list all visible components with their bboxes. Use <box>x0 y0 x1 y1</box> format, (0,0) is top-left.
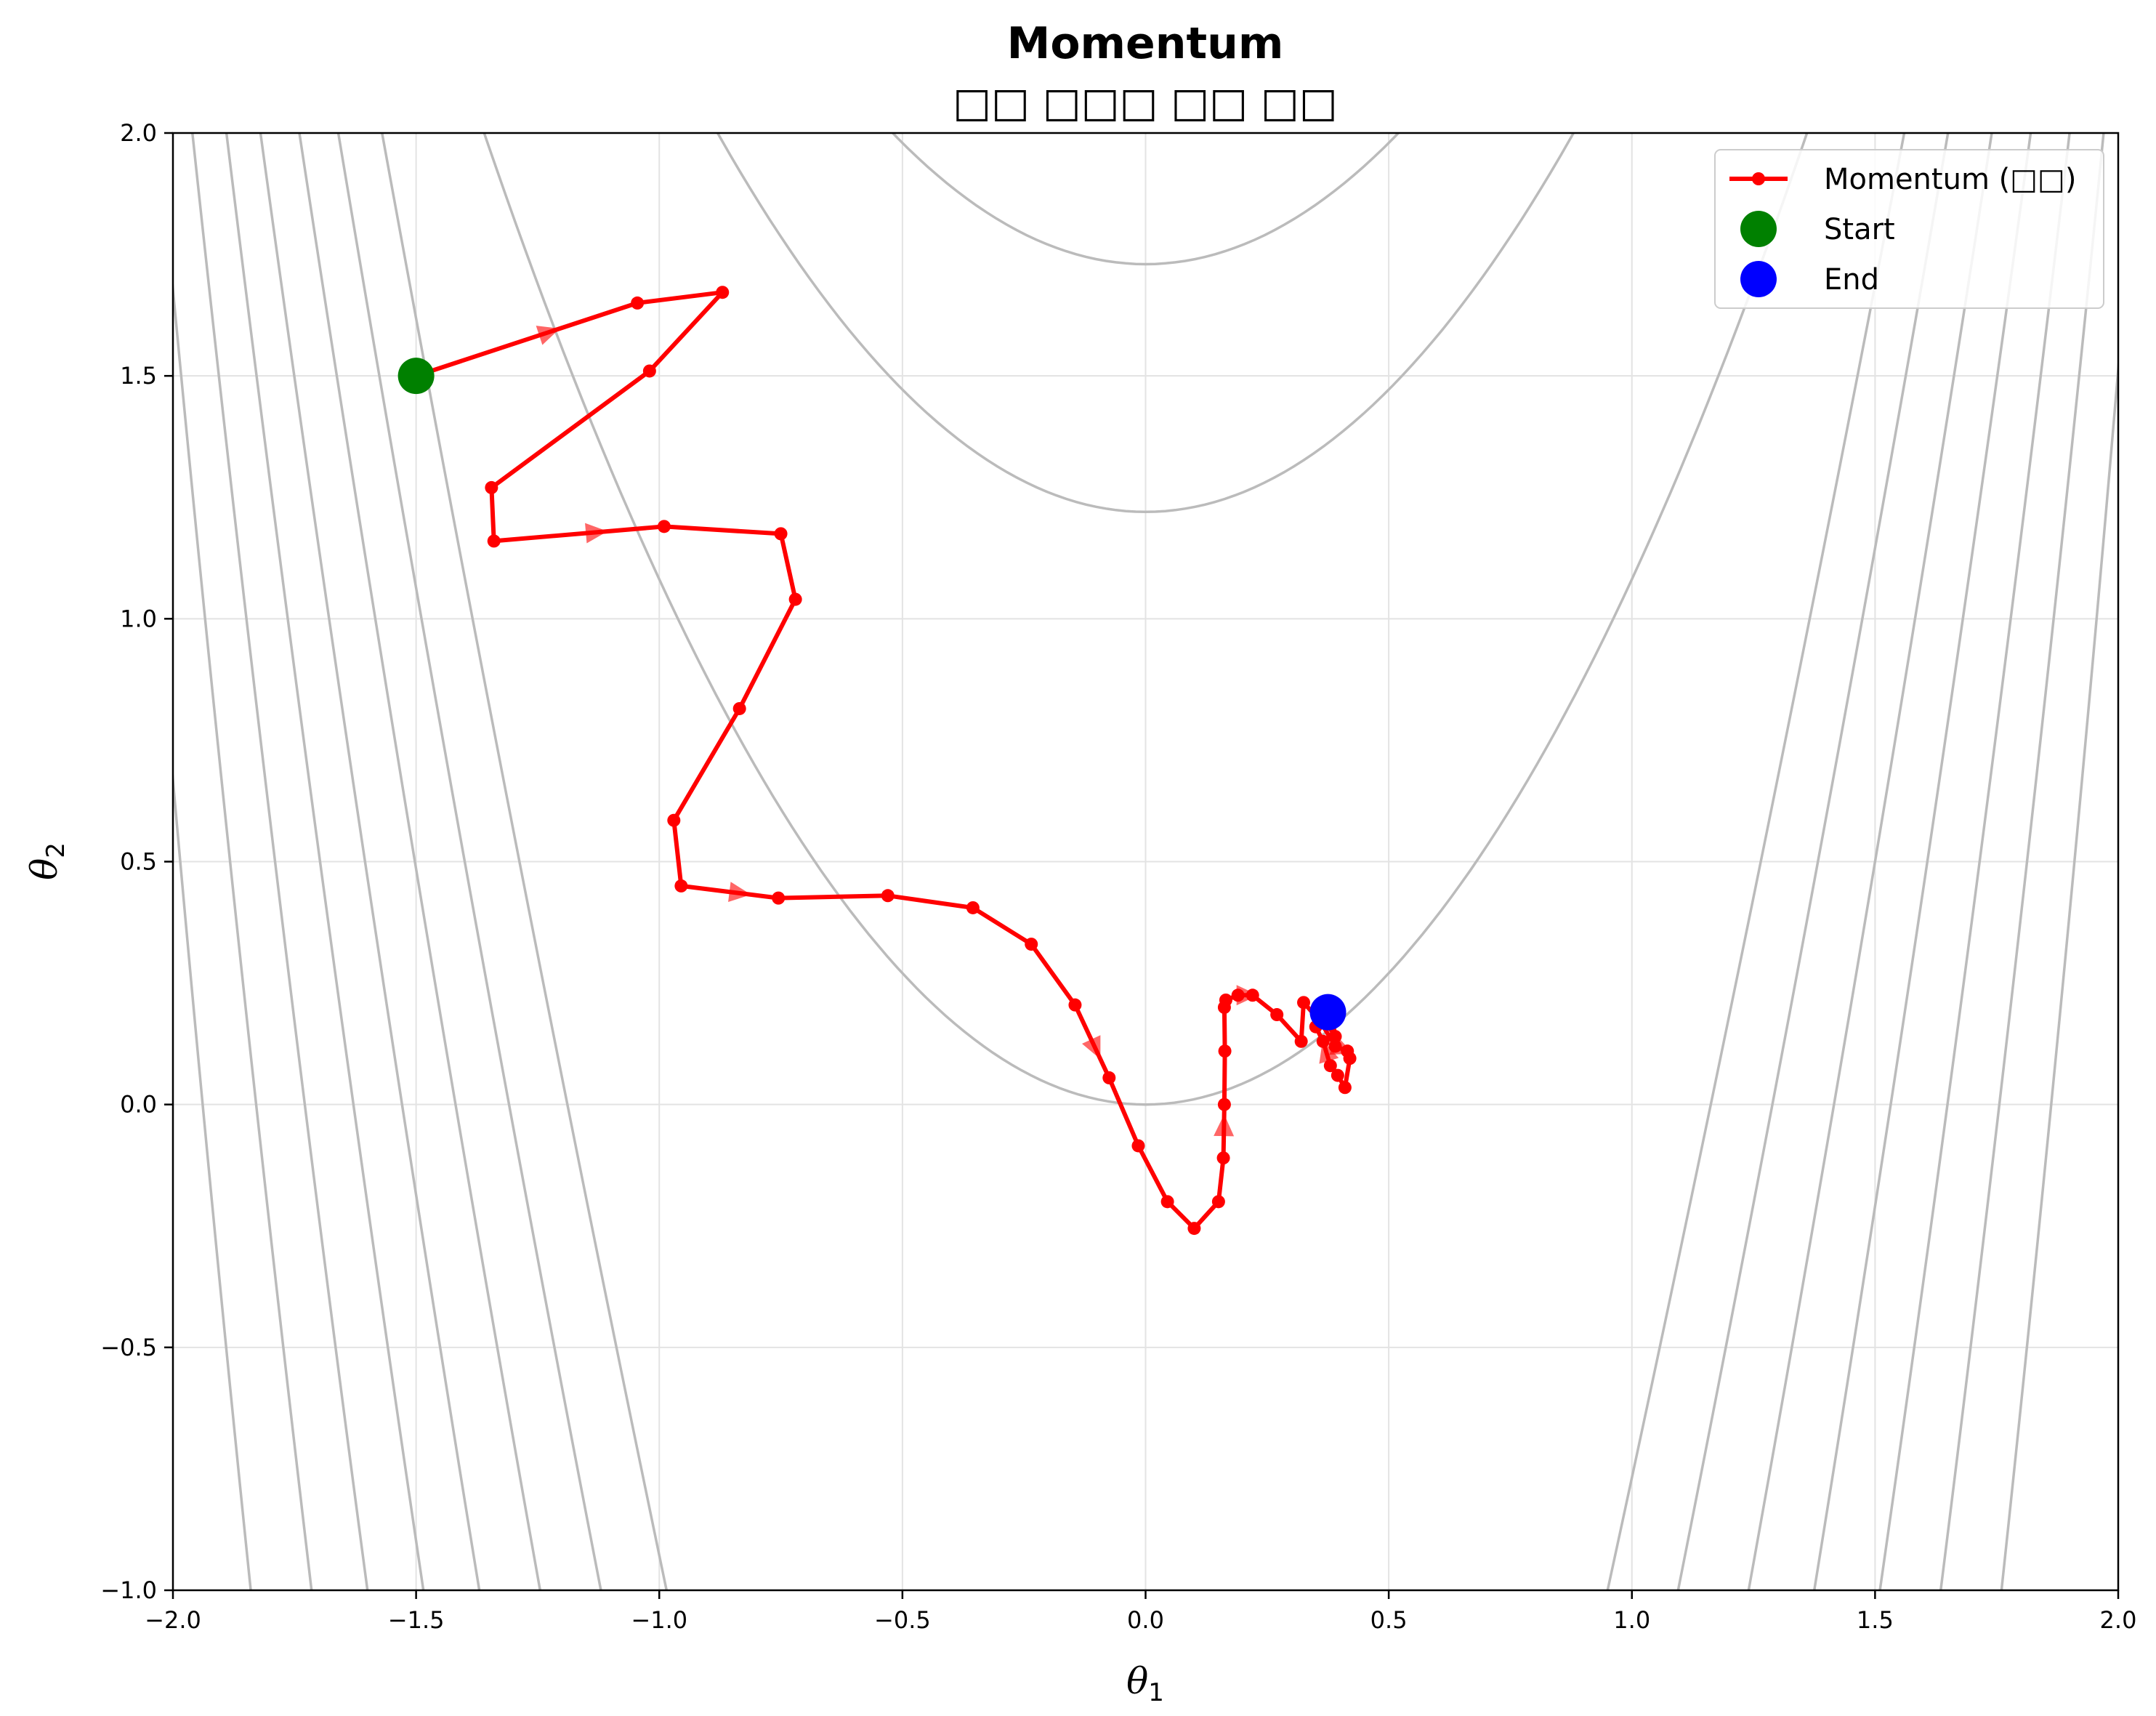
contour-wall-left-4 <box>259 133 481 1590</box>
contour-line-1 <box>716 133 1575 514</box>
legend-frame <box>1714 149 2104 309</box>
contour-wall-right-3 <box>1812 133 2032 1590</box>
direction-arrow-3 <box>1081 1035 1101 1060</box>
series-point-14 <box>966 901 980 914</box>
y-tick-label-6: 2.0 <box>120 119 157 147</box>
x-tick-label-2: −1.0 <box>631 1606 687 1634</box>
direction-arrow-2 <box>728 882 751 903</box>
series-point-23 <box>1217 1097 1231 1111</box>
series-point-26 <box>1219 993 1232 1007</box>
series-point-16 <box>1068 998 1082 1012</box>
contour-wall-left-3 <box>225 133 425 1590</box>
series-point-4 <box>485 480 498 494</box>
legend: Momentum (□□) Start End <box>1714 149 2104 309</box>
series-point-22 <box>1216 1151 1230 1165</box>
series-point-29 <box>1270 1008 1284 1022</box>
series-point-35 <box>1343 1052 1357 1066</box>
series-point-30 <box>1294 1034 1308 1048</box>
series-layer <box>397 286 1357 1236</box>
x-axis-label: θ1 <box>1126 1660 1164 1707</box>
y-tick-label-5: 1.5 <box>120 362 157 390</box>
direction-arrow-6 <box>1329 1036 1354 1055</box>
series-point-21 <box>1211 1195 1225 1209</box>
contour-wall-left-6 <box>336 133 602 1590</box>
contour-wall-left-2 <box>191 133 369 1590</box>
series-point-9 <box>732 701 746 715</box>
x-tick-label-5: 0.5 <box>1370 1606 1408 1634</box>
series-point-15 <box>1025 938 1038 951</box>
x-tick-label-1: −1.5 <box>388 1606 445 1634</box>
y-tick-label-2: 0.0 <box>120 1091 157 1119</box>
x-tick-label-3: −0.5 <box>874 1606 931 1634</box>
y-tick-label-4: 1.0 <box>120 605 157 632</box>
direction-arrow-5 <box>1236 985 1259 1006</box>
contour-line-2 <box>483 133 1809 1106</box>
legend-marker-2 <box>1740 261 1777 297</box>
x-tick-label-6: 1.0 <box>1613 1606 1650 1634</box>
direction-arrow-4 <box>1214 1114 1235 1137</box>
y-tick-label-0: −1.0 <box>100 1576 157 1604</box>
direction-arrow-7 <box>1319 1039 1339 1064</box>
contour-line-0 <box>891 133 1400 266</box>
series-point-38 <box>1323 1059 1337 1073</box>
legend-label-2: End <box>1824 263 1879 297</box>
legend-label-1: Start <box>1824 213 1895 246</box>
series-point-20 <box>1187 1222 1201 1236</box>
series-point-18 <box>1131 1139 1145 1153</box>
x-axis-ticks: −2.0 −1.5 −1.0 −0.5 0.0 0.5 1.0 1.5 2.0 <box>145 1590 2136 1634</box>
direction-arrow-1 <box>585 523 608 544</box>
series-point-12 <box>772 891 786 905</box>
series-point-8 <box>788 592 802 606</box>
contour-wall-right-2 <box>1878 133 2071 1590</box>
series-point-24 <box>1218 1044 1232 1058</box>
series-point-17 <box>1102 1071 1116 1084</box>
contour-wall-right-6 <box>1606 133 1906 1590</box>
series-point-5 <box>487 534 501 548</box>
legend-label-0: Momentum (□□) <box>1824 163 2076 196</box>
series-point-10 <box>667 813 681 827</box>
contour-wall-right-5 <box>1676 133 1950 1590</box>
series-point-19 <box>1160 1195 1174 1209</box>
contour-wall-right-0 <box>2000 354 2118 1590</box>
chart-title-group: Momentum □□ □□□ □□ □□ <box>953 18 1338 126</box>
background-contours <box>173 133 2118 1590</box>
series-point-2 <box>716 286 730 299</box>
x-tick-label-4: 0.0 <box>1127 1606 1164 1634</box>
series-point-11 <box>674 879 688 893</box>
series-point-31 <box>1297 996 1311 1010</box>
series-point-1 <box>631 296 645 310</box>
chart-title: Momentum <box>1007 18 1284 69</box>
legend-marker-0 <box>1752 172 1765 185</box>
x-tick-label-8: 2.0 <box>2100 1606 2137 1634</box>
y-tick-label-1: −0.5 <box>100 1334 157 1361</box>
direction-arrow-0 <box>536 326 560 345</box>
contour-wall-left-0 <box>173 765 252 1590</box>
contour-wall-left-7 <box>381 133 669 1590</box>
series-point-13 <box>881 889 895 903</box>
contour-wall-right-1 <box>1939 133 2105 1590</box>
series-line-0 <box>415 290 1352 1231</box>
series-point-3 <box>642 364 656 378</box>
contour-wall-right-4 <box>1747 133 1993 1590</box>
x-tick-label-0: −2.0 <box>145 1606 201 1634</box>
x-tick-label-7: 1.5 <box>1857 1606 1894 1634</box>
chart-subtitle: □□ □□□ □□ □□ <box>953 79 1338 126</box>
contour-wall-left-5 <box>298 133 542 1590</box>
series-point-37 <box>1331 1068 1344 1082</box>
end-marker <box>1309 994 1347 1031</box>
legend-marker-1 <box>1740 211 1777 247</box>
contour-wall-left-1 <box>173 275 313 1590</box>
y-tick-label-3: 0.5 <box>120 848 157 876</box>
series-point-36 <box>1338 1081 1352 1095</box>
series-point-6 <box>657 520 671 533</box>
start-marker <box>397 358 435 395</box>
y-axis-label: θ2 <box>23 842 70 880</box>
series-point-7 <box>774 527 788 541</box>
y-axis-ticks: −1.0 −0.5 0.0 0.5 1.0 1.5 2.0 <box>100 119 173 1604</box>
